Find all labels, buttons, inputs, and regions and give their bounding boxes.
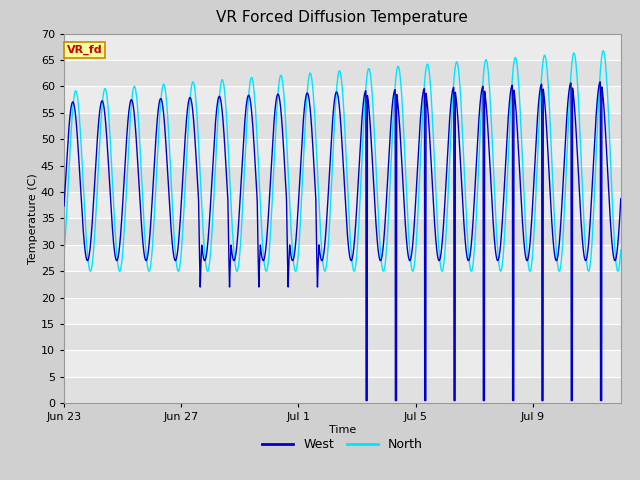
Legend: West, North: West, North — [257, 433, 428, 456]
North — [508, 89, 515, 95]
North — [585, 268, 593, 274]
North — [319, 264, 327, 269]
Bar — [64, 113, 621, 139]
West — [545, 164, 552, 169]
Bar — [64, 34, 621, 60]
West — [362, 397, 370, 403]
Y-axis label: Temperature (C): Temperature (C) — [28, 173, 38, 264]
West — [60, 203, 68, 209]
Bar — [64, 86, 621, 113]
Bar — [64, 218, 621, 245]
Bar — [64, 271, 621, 298]
West — [617, 196, 625, 202]
North — [600, 48, 607, 54]
Text: VR_fd: VR_fd — [67, 45, 102, 55]
Bar — [64, 60, 621, 86]
West — [210, 147, 218, 153]
Bar — [64, 350, 621, 377]
Bar — [64, 377, 621, 403]
West — [596, 79, 604, 85]
West — [410, 233, 417, 239]
Bar — [64, 298, 621, 324]
Bar — [64, 324, 621, 350]
Bar — [64, 166, 621, 192]
North — [617, 247, 625, 253]
Line: North: North — [64, 51, 621, 271]
Bar — [64, 192, 621, 218]
Bar — [64, 245, 621, 271]
North — [257, 203, 264, 209]
West — [508, 84, 515, 90]
North — [210, 198, 218, 204]
North — [60, 251, 68, 257]
North — [410, 267, 417, 273]
West — [257, 243, 264, 249]
Title: VR Forced Diffusion Temperature: VR Forced Diffusion Temperature — [216, 11, 468, 25]
Bar — [64, 139, 621, 166]
West — [319, 253, 327, 259]
Line: West: West — [64, 82, 621, 400]
X-axis label: Time: Time — [329, 425, 356, 435]
North — [545, 90, 552, 96]
